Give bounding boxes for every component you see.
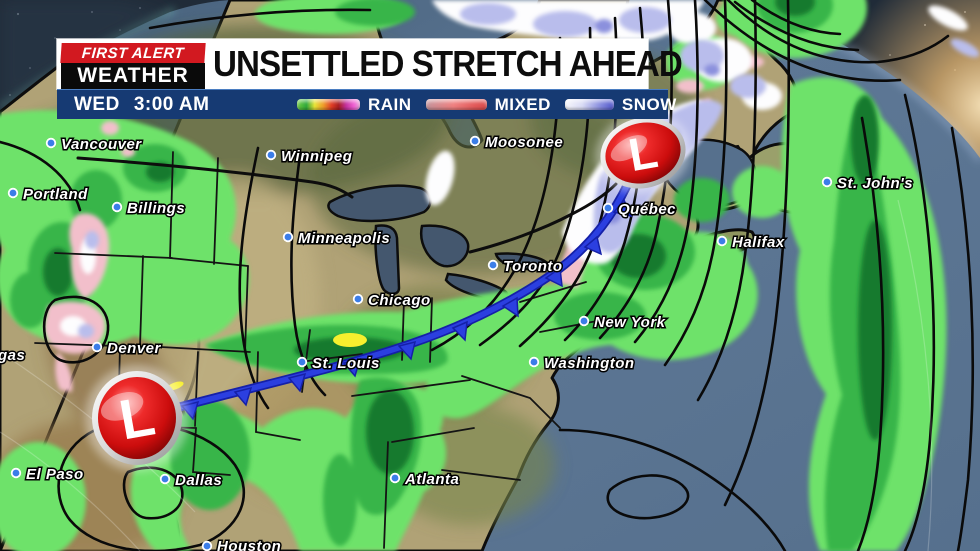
city-label: Washington [544, 355, 635, 372]
city-label: Vancouver [61, 136, 142, 153]
city-label: Toronto [503, 258, 563, 275]
city-label: Halifax [732, 234, 785, 251]
city-markers: Vancouver Portland Billings Winnipeg Min… [0, 133, 914, 551]
city-label: St. John's [837, 175, 913, 192]
time-label: 3:00 AM [133, 93, 210, 115]
city-label: Portland [23, 186, 88, 203]
rain-scale-swatch [297, 99, 360, 110]
city-label: Dallas [175, 472, 222, 489]
city-labels: Vancouver Portland Billings Winnipeg Min… [0, 133, 914, 551]
city-label: Winnipeg [281, 148, 352, 165]
city-label: El Paso [26, 466, 84, 483]
city-label: Billings [127, 200, 185, 217]
city-label: Atlanta [404, 471, 459, 488]
city-dots [7, 135, 833, 551]
snow-legend-label: SNOW [621, 94, 677, 114]
timestamp: WED 3:00 AM [74, 94, 209, 116]
city-label: Denver [107, 340, 162, 357]
low-pressure-icon-northeast: L [595, 112, 691, 194]
city-label-clipped: Houston [217, 538, 281, 551]
cold-front-line [163, 165, 639, 421]
city-label: St. Louis [312, 355, 380, 372]
city-label: Minneapolis [298, 230, 390, 247]
mixed-scale-swatch [425, 99, 487, 110]
mixed-legend-label: MIXED [494, 94, 551, 114]
logo-weather: WEATHER [61, 63, 205, 89]
low-pressure-icon-southwest: L [85, 365, 189, 471]
us-canada-border [76, 156, 618, 254]
city-label: Québec [618, 201, 676, 218]
city-label: Chicago [368, 292, 431, 309]
first-alert-weather-logo: FIRST ALERT WEATHER [60, 43, 208, 89]
logo-first-alert: FIRST ALERT [60, 43, 206, 63]
city-label: New York [594, 314, 666, 331]
time-legend-bar: WED 3:00 AM RAIN MIXED SNOW [57, 89, 676, 119]
day-label: WED [74, 93, 120, 115]
page-title: UNSETTLED STRETCH AHEAD [213, 43, 683, 84]
precip-legend: RAIN MIXED SNOW [297, 90, 683, 119]
city-label: Moosonee [485, 134, 563, 151]
great-lakes [327, 184, 548, 302]
city-label-clipped: gas [0, 347, 25, 364]
snow-scale-swatch [564, 99, 614, 110]
rain-legend-label: RAIN [368, 94, 412, 114]
